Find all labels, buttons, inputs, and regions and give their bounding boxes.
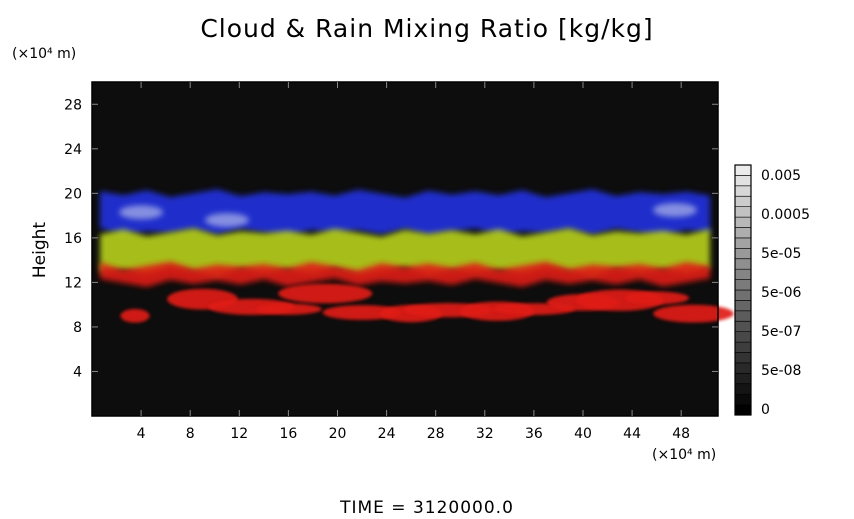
colorbar-segment	[734, 310, 752, 322]
colorbar: 0.005 0.0005 5e-05 5e-06 5e-07 5e-08 0	[734, 164, 810, 418]
colorbar-segment	[734, 175, 752, 187]
colorbar-label: 5e-06	[761, 285, 801, 301]
y-tick-label: 8	[73, 320, 82, 336]
colorbar-label: 5e-07	[761, 324, 801, 340]
cloud-highlight	[205, 213, 249, 228]
plot-area	[92, 82, 734, 416]
plot-frame	[91, 81, 719, 417]
x-tick-label: 48	[672, 426, 690, 442]
colorbar-segment	[734, 258, 752, 270]
colorbar-segment	[734, 362, 752, 374]
layer-2	[100, 261, 710, 287]
layer-band	[100, 189, 710, 237]
colorbar-label: 0.0005	[761, 207, 810, 223]
colorbar-segment	[734, 216, 752, 228]
rain-cell	[255, 303, 322, 315]
colorbar-segment	[734, 300, 752, 312]
y-tick-label: 24	[64, 142, 82, 158]
y-tick-label: 12	[64, 275, 82, 291]
colorbar-segment	[734, 372, 752, 384]
colorbar-segment	[734, 383, 752, 395]
x-tick-label: 28	[427, 426, 445, 442]
colorbar-segment	[734, 352, 752, 364]
colorbar-segment	[734, 237, 752, 249]
layer-3	[120, 283, 734, 323]
layer-0	[100, 189, 710, 237]
x-tick-label: 8	[186, 426, 195, 442]
rain-cell	[120, 309, 150, 323]
y-tick-label: 20	[64, 186, 82, 202]
colorbar-segment	[734, 185, 752, 197]
y-tick-label: 16	[64, 231, 82, 247]
colorbar-segment	[734, 206, 752, 218]
colorbar-frame	[734, 164, 752, 416]
colorbar-label: 0.005	[761, 168, 801, 184]
x-tick-label: 24	[378, 426, 396, 442]
rain-cell	[653, 304, 734, 323]
layer-1	[100, 228, 710, 276]
rain-cell	[278, 283, 373, 304]
colorbar-segment	[734, 331, 752, 343]
colorbar-segment	[734, 341, 752, 353]
colorbar-segment	[734, 268, 752, 280]
x-tick-label: 44	[623, 426, 641, 442]
colorbar-segment	[734, 164, 752, 176]
y-axis-unit: (×10⁴ m)	[12, 46, 77, 62]
colorbar-segment	[734, 248, 752, 260]
x-axis-unit: (×10⁴ m)	[652, 447, 717, 463]
y-tick-label: 4	[73, 364, 82, 380]
time-readout: TIME = 3120000.0	[340, 498, 514, 518]
colorbar-label: 5e-08	[761, 363, 801, 379]
cloud-highlight	[653, 203, 697, 217]
chart-title: Cloud & Rain Mixing Ratio [kg/kg]	[200, 14, 654, 43]
rain-cell	[624, 291, 689, 305]
colorbar-label: 0	[761, 402, 770, 418]
layer-band	[100, 261, 710, 287]
cloud-highlight	[119, 205, 164, 220]
x-tick-label: 16	[279, 426, 297, 442]
x-tick-label: 32	[476, 426, 494, 442]
x-tick-label: 36	[525, 426, 543, 442]
colorbar-segment	[734, 227, 752, 239]
colorbar-segment	[734, 404, 752, 416]
y-tick-label: 28	[64, 97, 82, 113]
layer-band	[100, 228, 710, 276]
x-tick-label: 40	[574, 426, 592, 442]
colorbar-segment	[734, 196, 752, 208]
colorbar-segment	[734, 393, 752, 405]
x-tick-label: 4	[137, 426, 146, 442]
colorbar-segment	[734, 320, 752, 332]
colorbar-segment	[734, 289, 752, 301]
x-tick-label: 12	[230, 426, 248, 442]
x-tick-label: 20	[329, 426, 347, 442]
colorbar-label: 5e-05	[761, 246, 801, 262]
colorbar-segment	[734, 279, 752, 291]
